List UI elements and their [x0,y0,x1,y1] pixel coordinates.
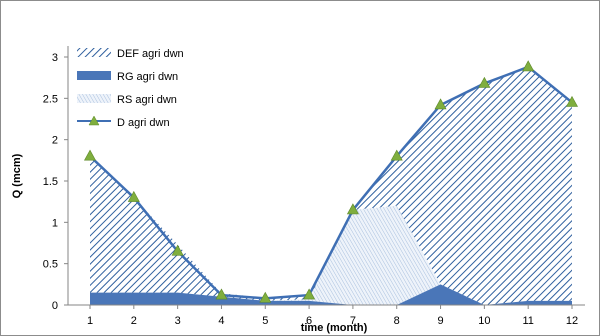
line-layer [83,60,579,303]
x-tick-label: 7 [350,315,356,327]
area-rg-agri-dwn [90,284,572,305]
x-tick-label: 4 [218,315,224,327]
x-tick-label: 3 [175,315,181,327]
point-d-agri-dwn [522,60,535,72]
x-tick-group: 1 2 3 4 5 6 7 8 9 10 11 12 [87,305,578,327]
x-tick-label: 11 [522,315,533,327]
x-axis-title: time (month) [301,322,368,334]
legend-label-rs: RS agri dwn [117,94,177,106]
point-d-agri-dwn [259,291,272,303]
x-tick-label: 12 [566,315,578,327]
point-d-agri-dwn [346,203,359,215]
x-tick-label: 9 [437,315,443,327]
legend-swatch-d-marker [88,115,100,126]
x-tick-label: 8 [394,315,400,327]
area-rs-agri-dwn [90,205,572,305]
point-d-agri-dwn [434,98,447,110]
legend-swatch-rg [77,71,111,80]
point-d-agri-dwn [171,244,184,256]
x-tick-label: 5 [262,315,268,327]
x-tick-label: 2 [131,315,137,327]
legend-label-rg: RG agri dwn [117,71,178,83]
point-d-agri-dwn [303,288,316,300]
point-d-agri-dwn [390,149,403,161]
line-d-agri-dwn [89,65,573,300]
x-tick-label: 1 [87,315,93,327]
x-tick-label: 10 [478,315,490,327]
point-d-agri-dwn [215,288,228,300]
y-tick-label: 3 [52,52,58,64]
y-axis-title: Q (mcm) [11,153,23,198]
y-tick-label: 1 [52,217,58,229]
legend-swatch-rs [77,94,111,103]
point-d-agri-dwn [565,95,579,107]
legend: DEF agri dwn RG agri dwn RS agri dwn D a… [77,48,184,129]
y-tick-group: 0 0.5 1 1.5 2 2.5 3 [43,52,68,312]
y-tick-label: 2 [52,135,58,147]
point-d-agri-dwn [478,76,491,88]
point-d-agri-dwn [127,190,140,202]
point-d-agri-dwn [83,149,97,161]
y-tick-label: 0.5 [43,259,58,271]
legend-label-d: D agri dwn [117,117,170,129]
x-tick-label: 6 [306,315,312,327]
area-layer [90,66,572,305]
y-tick-label: 0 [52,300,58,312]
legend-swatch-def [77,48,111,57]
y-tick-label: 2.5 [43,93,58,105]
legend-label-def: DEF agri dwn [117,48,184,60]
area-def-agri-dwn [90,66,572,305]
y-tick-label: 1.5 [43,176,58,188]
